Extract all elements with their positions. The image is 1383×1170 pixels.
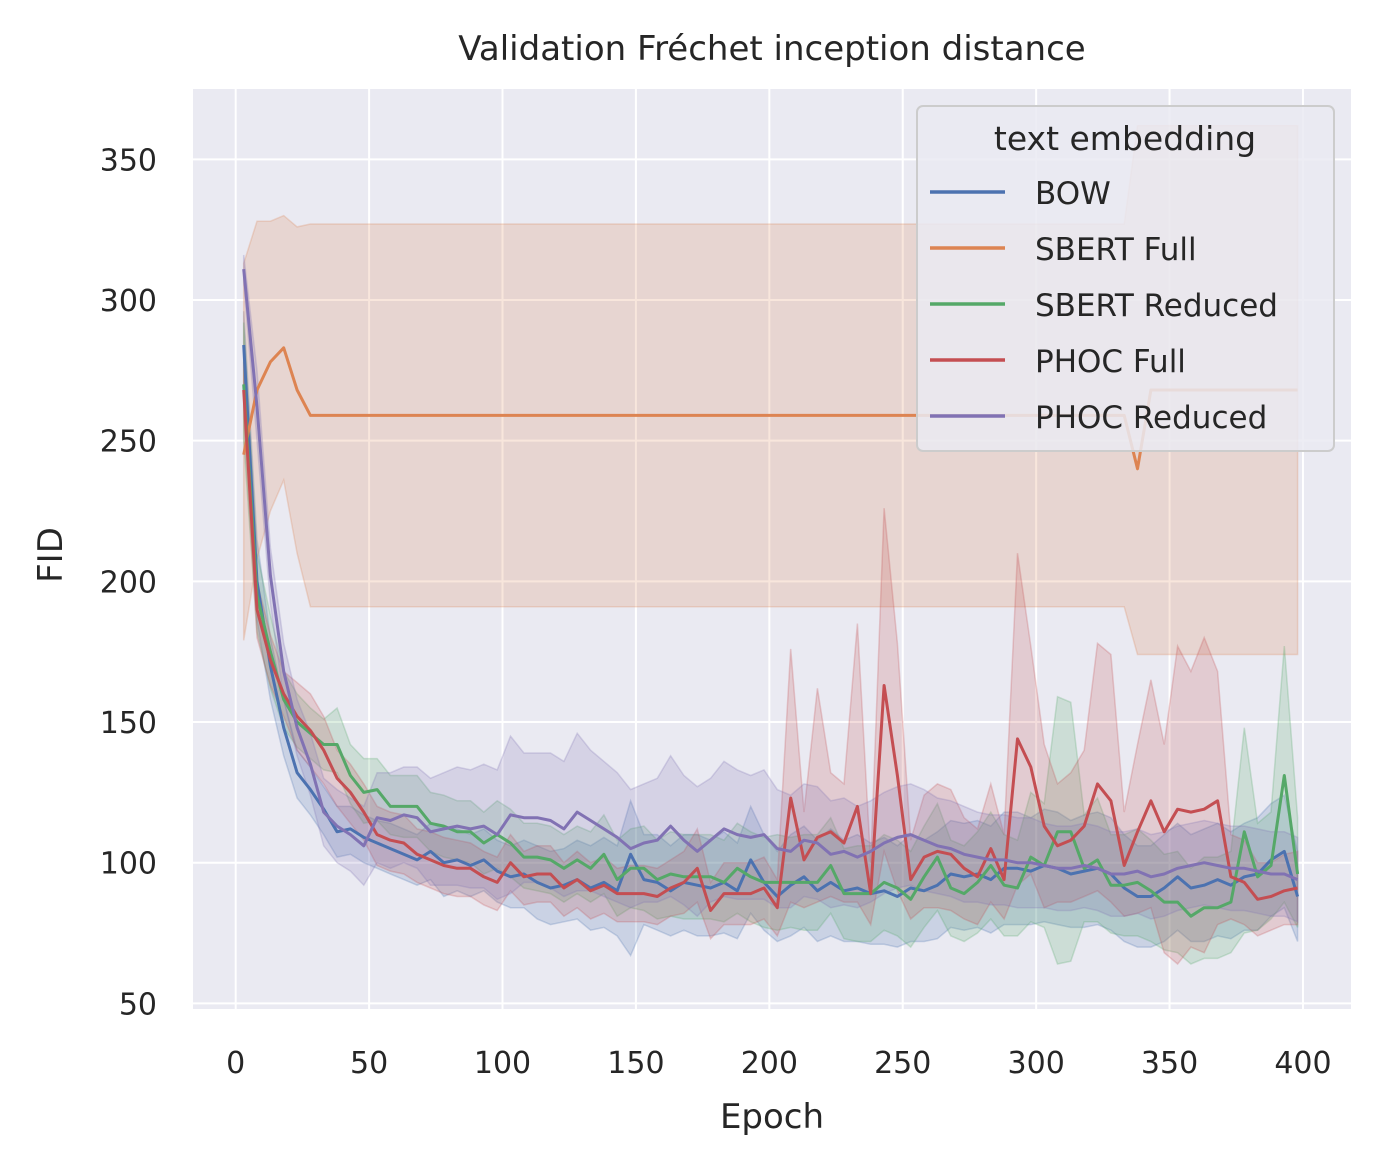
y-tick-label: 100 <box>100 847 157 882</box>
y-tick-label: 300 <box>100 284 157 319</box>
series-line-phoc-reduced <box>242 268 1299 881</box>
x-tick-label: 300 <box>1008 1046 1065 1081</box>
x-tick-label: 100 <box>474 1046 531 1081</box>
x-tick-label: 250 <box>874 1046 931 1081</box>
legend-box <box>916 105 1335 452</box>
x-tick-label: 150 <box>607 1046 664 1081</box>
y-tick-label: 350 <box>100 143 157 178</box>
legend-items: BOW SBERT Full SBERT Reduced PHOC Full PHOC … <box>930 176 1278 436</box>
legend-label-bow: BOW <box>1035 176 1111 212</box>
legend-label-sbert-reduced: SBERT Reduced <box>1035 288 1278 324</box>
band-phoc-reduced <box>242 254 1299 923</box>
x-tick-label: 400 <box>1274 1046 1331 1081</box>
legend: text embedding BOW SBERT Full SBERT Reduce… <box>916 105 1335 452</box>
x-axis-title: Epoch <box>720 1097 824 1137</box>
y-tick-label: 250 <box>100 425 157 460</box>
band-bow <box>242 311 1299 958</box>
y-tick-label: 200 <box>100 565 157 600</box>
chart-title: Validation Fréchet inception distance <box>458 29 1085 69</box>
series-line-phoc-full <box>242 389 1298 912</box>
x-tick-label: 200 <box>741 1046 798 1081</box>
y-tick-label: 50 <box>119 987 157 1022</box>
legend-label-phoc-full: PHOC Full <box>1035 344 1186 380</box>
legend-label-sbert-full: SBERT Full <box>1035 232 1197 268</box>
x-axis-ticks: 0 50 100 150 200 250 300 350 400 <box>226 1046 1331 1081</box>
x-tick-label: 350 <box>1141 1046 1198 1081</box>
band-sbert-reduced <box>242 322 1299 965</box>
legend-title: text embedding <box>994 119 1256 158</box>
y-axis-ticks: 50 100 150 200 250 300 350 <box>100 143 157 1022</box>
y-axis-title: FID <box>31 527 71 583</box>
x-tick-label: 50 <box>350 1046 388 1081</box>
y-tick-label: 150 <box>100 706 157 741</box>
legend-label-phoc-reduced: PHOC Reduced <box>1035 400 1267 436</box>
series-line-sbert-reduced <box>242 384 1300 918</box>
x-tick-label: 0 <box>226 1046 245 1081</box>
